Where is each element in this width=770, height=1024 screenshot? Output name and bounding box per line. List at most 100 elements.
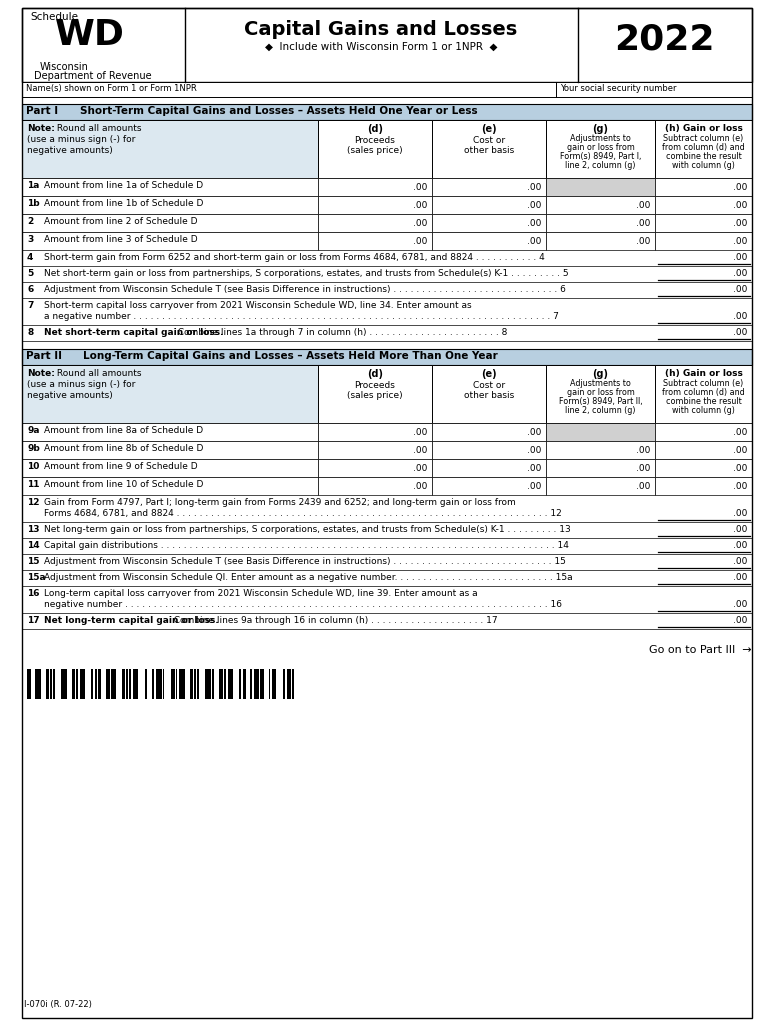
Text: 13: 13	[27, 525, 39, 534]
Bar	[546, 459, 655, 477]
Text: Long-term capital loss carryover from 2021 Wisconsin Schedule WD, line 39. Enter: Long-term capital loss carryover from 20…	[44, 589, 477, 598]
Text: line 2, column (g): line 2, column (g)	[565, 406, 636, 415]
Bar	[126, 669, 128, 699]
Bar	[432, 178, 546, 196]
Bar	[655, 214, 752, 232]
Bar	[156, 669, 162, 699]
Text: 8: 8	[27, 328, 33, 337]
Bar	[189, 669, 193, 699]
Text: .00: .00	[732, 525, 747, 534]
Bar	[50, 669, 52, 699]
Bar	[171, 669, 175, 699]
Bar	[655, 120, 752, 178]
Text: (d): (d)	[367, 369, 383, 379]
Text: .00: .00	[732, 219, 747, 228]
Bar	[318, 178, 432, 196]
Text: Proceeds: Proceeds	[354, 136, 396, 145]
Bar	[22, 365, 318, 423]
Text: Round all amounts: Round all amounts	[54, 369, 142, 378]
Text: Name(s) shown on Form 1 or Form 1NPR: Name(s) shown on Form 1 or Form 1NPR	[26, 84, 197, 93]
Text: Adjustments to: Adjustments to	[570, 379, 631, 388]
Text: .00: .00	[635, 219, 650, 228]
Text: negative amounts): negative amounts)	[27, 391, 112, 400]
Text: Amount from line 9 of Schedule D: Amount from line 9 of Schedule D	[44, 462, 198, 471]
Bar	[152, 669, 154, 699]
Text: Short-term gain from Form 6252 and short-term gain or loss from Forms 4684, 6781: Short-term gain from Form 6252 and short…	[44, 253, 544, 262]
Text: 3: 3	[27, 234, 33, 244]
Text: Net long-term capital gain or loss.: Net long-term capital gain or loss.	[44, 616, 219, 625]
Text: 15: 15	[27, 557, 39, 566]
Bar	[655, 178, 752, 196]
Text: .00: .00	[635, 237, 650, 246]
Text: .00: .00	[732, 509, 747, 518]
Text: Note:: Note:	[27, 124, 55, 133]
Text: Wisconsin: Wisconsin	[40, 62, 89, 72]
Text: .00: .00	[413, 219, 427, 228]
Bar	[22, 196, 318, 214]
Text: 1b: 1b	[27, 199, 39, 208]
Bar	[162, 669, 165, 699]
Bar	[35, 669, 41, 699]
Text: Net short-term capital gain or loss.: Net short-term capital gain or loss.	[44, 328, 223, 337]
Bar	[76, 669, 78, 699]
Text: .00: .00	[527, 219, 541, 228]
Bar	[283, 669, 285, 699]
Bar	[655, 232, 752, 250]
Bar	[292, 669, 293, 699]
Bar	[655, 459, 752, 477]
Text: with column (g): with column (g)	[672, 406, 735, 415]
Bar	[546, 365, 655, 423]
Text: .00: .00	[527, 201, 541, 210]
Bar	[22, 477, 318, 495]
Text: Amount from line 10 of Schedule D: Amount from line 10 of Schedule D	[44, 480, 203, 489]
Text: Amount from line 8a of Schedule D: Amount from line 8a of Schedule D	[44, 426, 203, 435]
Text: combine the result: combine the result	[665, 397, 742, 406]
Text: Your social security number: Your social security number	[560, 84, 677, 93]
Bar	[72, 669, 75, 699]
Bar	[546, 196, 655, 214]
Text: .00: .00	[413, 464, 427, 473]
Bar	[22, 349, 752, 365]
Text: .00: .00	[527, 428, 541, 437]
Text: 6: 6	[27, 285, 33, 294]
Bar	[546, 214, 655, 232]
Bar	[133, 669, 139, 699]
Bar	[318, 196, 432, 214]
Bar	[22, 82, 752, 97]
Text: Gain from Form 4797, Part I; long-term gain from Forms 2439 and 6252; and long-t: Gain from Form 4797, Part I; long-term g…	[44, 498, 516, 507]
Text: .00: .00	[732, 183, 747, 193]
Text: Part I: Part I	[26, 106, 58, 116]
Text: 1a: 1a	[27, 181, 39, 190]
Text: (h) Gain or loss: (h) Gain or loss	[665, 369, 742, 378]
Bar	[432, 441, 546, 459]
Text: Cost or: Cost or	[473, 381, 505, 390]
Bar	[546, 178, 655, 196]
Text: Adjustment from Wisconsin Schedule T (see Basis Difference in instructions) . . : Adjustment from Wisconsin Schedule T (se…	[44, 557, 566, 566]
Text: .00: .00	[732, 573, 747, 582]
Bar	[318, 441, 432, 459]
Bar	[22, 214, 318, 232]
Text: I-070i (R. 07-22): I-070i (R. 07-22)	[24, 1000, 92, 1009]
Bar	[22, 232, 318, 250]
Text: .00: .00	[732, 201, 747, 210]
Bar	[655, 477, 752, 495]
Bar	[318, 365, 432, 423]
Text: .00: .00	[635, 464, 650, 473]
Bar	[62, 669, 67, 699]
Text: Form(s) 8949, Part II,: Form(s) 8949, Part II,	[559, 397, 642, 406]
Text: Amount from line 3 of Schedule D: Amount from line 3 of Schedule D	[44, 234, 198, 244]
Bar	[53, 669, 55, 699]
Text: Round all amounts: Round all amounts	[54, 124, 142, 133]
Text: Subtract column (e): Subtract column (e)	[664, 379, 744, 388]
Text: .00: .00	[413, 183, 427, 193]
Text: .00: .00	[732, 557, 747, 566]
Text: from column (d) and: from column (d) and	[662, 143, 745, 152]
Bar	[122, 669, 126, 699]
Text: negative amounts): negative amounts)	[27, 146, 112, 155]
Bar	[432, 232, 546, 250]
Text: .00: .00	[732, 446, 747, 455]
Bar	[95, 669, 96, 699]
Bar	[176, 669, 177, 699]
Text: .00: .00	[527, 446, 541, 455]
Text: Adjustments to: Adjustments to	[570, 134, 631, 143]
